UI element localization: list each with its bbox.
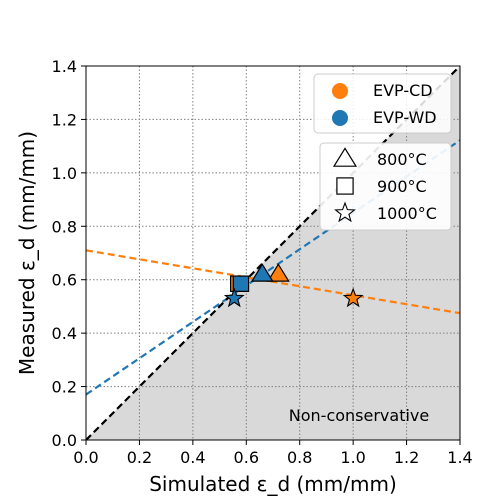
y-tick-label: 0.2 <box>52 378 77 397</box>
legend-label-evp-cd: EVP-CD <box>373 81 433 100</box>
legend-markers: 800°C 900°C 1000°C <box>319 142 452 231</box>
shaded-region-label: Non-conservative <box>289 406 429 425</box>
x-tick-label: 1.2 <box>394 448 419 467</box>
plot-frame <box>85 65 461 441</box>
data-points <box>223 263 364 308</box>
legend-marker-triangle-icon <box>332 147 358 167</box>
point-evp-cd-star <box>342 287 364 308</box>
x-tick-label: 0.4 <box>180 448 205 467</box>
legend-marker-label: 900°C <box>377 177 427 196</box>
y-tick-labels: 0.0 0.2 0.4 0.6 0.8 1.0 1.2 1.4 <box>52 57 77 450</box>
point-evp-cd-triangle <box>266 263 290 282</box>
legend-marker-label: 800°C <box>377 150 427 169</box>
legend-label-evp-wd: EVP-WD <box>373 108 437 127</box>
y-tick-label: 0.6 <box>52 271 77 290</box>
legend-marker-square-icon <box>336 177 354 195</box>
x-tick-label: 1.4 <box>447 448 472 467</box>
legend-series-box <box>313 73 452 134</box>
x-tick-label: 1.0 <box>340 448 365 467</box>
x-tick-label: 0.6 <box>234 448 259 467</box>
legend-series: EVP-CD EVP-WD <box>313 73 452 134</box>
y-tick-label: 1.4 <box>52 57 77 76</box>
y-tick-label: 1.0 <box>52 164 77 183</box>
y-axis-label: Measured ε_d (mm/mm) <box>15 131 39 375</box>
point-evp-wd-star <box>223 287 245 308</box>
x-tick-label: 0.8 <box>287 448 312 467</box>
x-axis-label: Simulated ε_d (mm/mm) <box>149 472 397 496</box>
legend-swatch-evp-wd <box>332 110 348 126</box>
point-evp-wd-square <box>232 275 250 292</box>
legend-marker-label: 1000°C <box>377 204 437 223</box>
y-tick-label: 0.0 <box>52 431 77 450</box>
x-tick-label: 0.2 <box>127 448 152 467</box>
legend-swatch-evp-cd <box>332 83 348 99</box>
ticks <box>81 65 461 445</box>
y-tick-label: 0.4 <box>52 324 77 343</box>
x-tick-label: 0.0 <box>73 448 98 467</box>
point-evp-wd-triangle <box>250 263 274 282</box>
x-tick-labels: 0.0 0.2 0.4 0.6 0.8 1.0 1.2 1.4 <box>73 448 472 467</box>
y-tick-label: 0.8 <box>52 217 77 236</box>
y-tick-label: 1.2 <box>52 110 77 129</box>
legend-marker-star-icon <box>334 201 356 223</box>
